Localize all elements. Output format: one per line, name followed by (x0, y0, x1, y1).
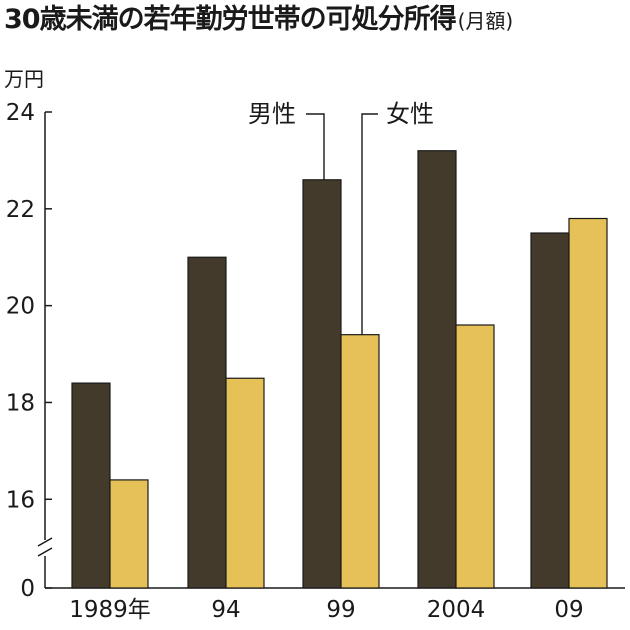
y-tick-label: 18 (6, 390, 35, 416)
legend-leader-female (361, 113, 378, 335)
axis-break-mark (37, 547, 53, 557)
bar-female-4 (568, 217, 608, 589)
legend-label-female: 女性 (386, 100, 434, 128)
bar-male-0 (71, 382, 111, 589)
y-tick-label-zero: 0 (20, 576, 35, 602)
chart-subtitle: (月額) (457, 9, 514, 33)
chart-title-main: 30歳未満の若年勤労世帯の可処分所得 (4, 4, 457, 35)
bar-female-3 (455, 324, 495, 589)
x-tick-label: 99 (326, 597, 355, 623)
bar-female-0 (109, 479, 149, 589)
bar-male-3 (417, 150, 457, 589)
y-tick-label: 24 (6, 100, 35, 126)
y-tick-label: 22 (6, 197, 35, 223)
bar-female-1 (225, 377, 265, 589)
bar-female-2 (340, 334, 380, 589)
bar-male-4 (530, 232, 570, 589)
x-tick-label: 2004 (427, 597, 486, 623)
legend-leader-male (306, 113, 325, 180)
axis-break-mark (37, 537, 53, 547)
y-tick-label: 20 (6, 294, 35, 320)
y-tick-label: 16 (6, 487, 35, 513)
bar-male-2 (302, 179, 342, 589)
legend-label-male: 男性 (248, 100, 296, 128)
chart-title: 30歳未満の若年勤労世帯の可処分所得 (月額) (4, 2, 513, 38)
x-tick-label: 94 (211, 597, 240, 623)
y-axis-unit: 万円 (4, 67, 44, 91)
bar-male-1 (187, 256, 227, 589)
bars (71, 150, 608, 589)
x-tick-label: 1989年 (69, 597, 151, 623)
labels: 16 18 20 22 24 0 万円 1989年 94 99 2004 09 男性 女性 (4, 67, 584, 623)
x-tick-label: 09 (554, 597, 583, 623)
